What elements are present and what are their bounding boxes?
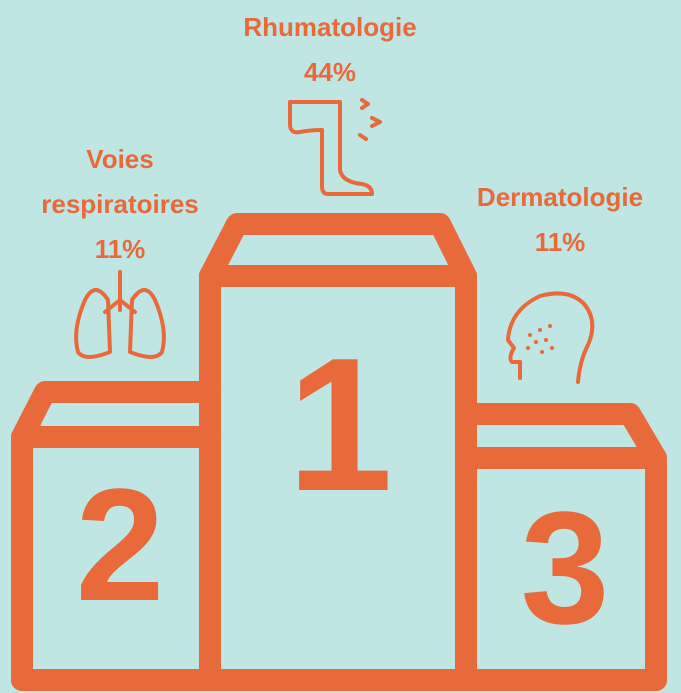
- lung-left-icon: [76, 290, 110, 357]
- rank-3: 3: [521, 488, 610, 648]
- lung-right-icon: [130, 290, 164, 357]
- percent: 44%: [243, 50, 416, 95]
- percent: 11%: [20, 227, 220, 272]
- label: Dermatologie: [477, 175, 643, 220]
- rank-1: 1: [287, 330, 393, 520]
- label: Voies respiratoires: [20, 137, 220, 227]
- podium-top-1: [210, 224, 466, 276]
- place-3-text: Dermatologie 11%: [477, 175, 643, 265]
- label: Rhumatologie: [243, 5, 416, 50]
- percent: 11%: [477, 220, 643, 265]
- podium-top-3: [466, 414, 656, 458]
- place-2-text: Voies respiratoires 11%: [20, 137, 220, 272]
- podium-infographic: 1 2 3 Rhumatologie 44% Voies respiratoir…: [0, 0, 681, 693]
- place-1-text: Rhumatologie 44%: [243, 5, 416, 95]
- leg-icon: [290, 102, 372, 194]
- podium-top-2: [22, 392, 210, 437]
- rank-2: 2: [76, 465, 165, 625]
- pain-icon: [360, 100, 380, 139]
- head-icon: [508, 293, 592, 382]
